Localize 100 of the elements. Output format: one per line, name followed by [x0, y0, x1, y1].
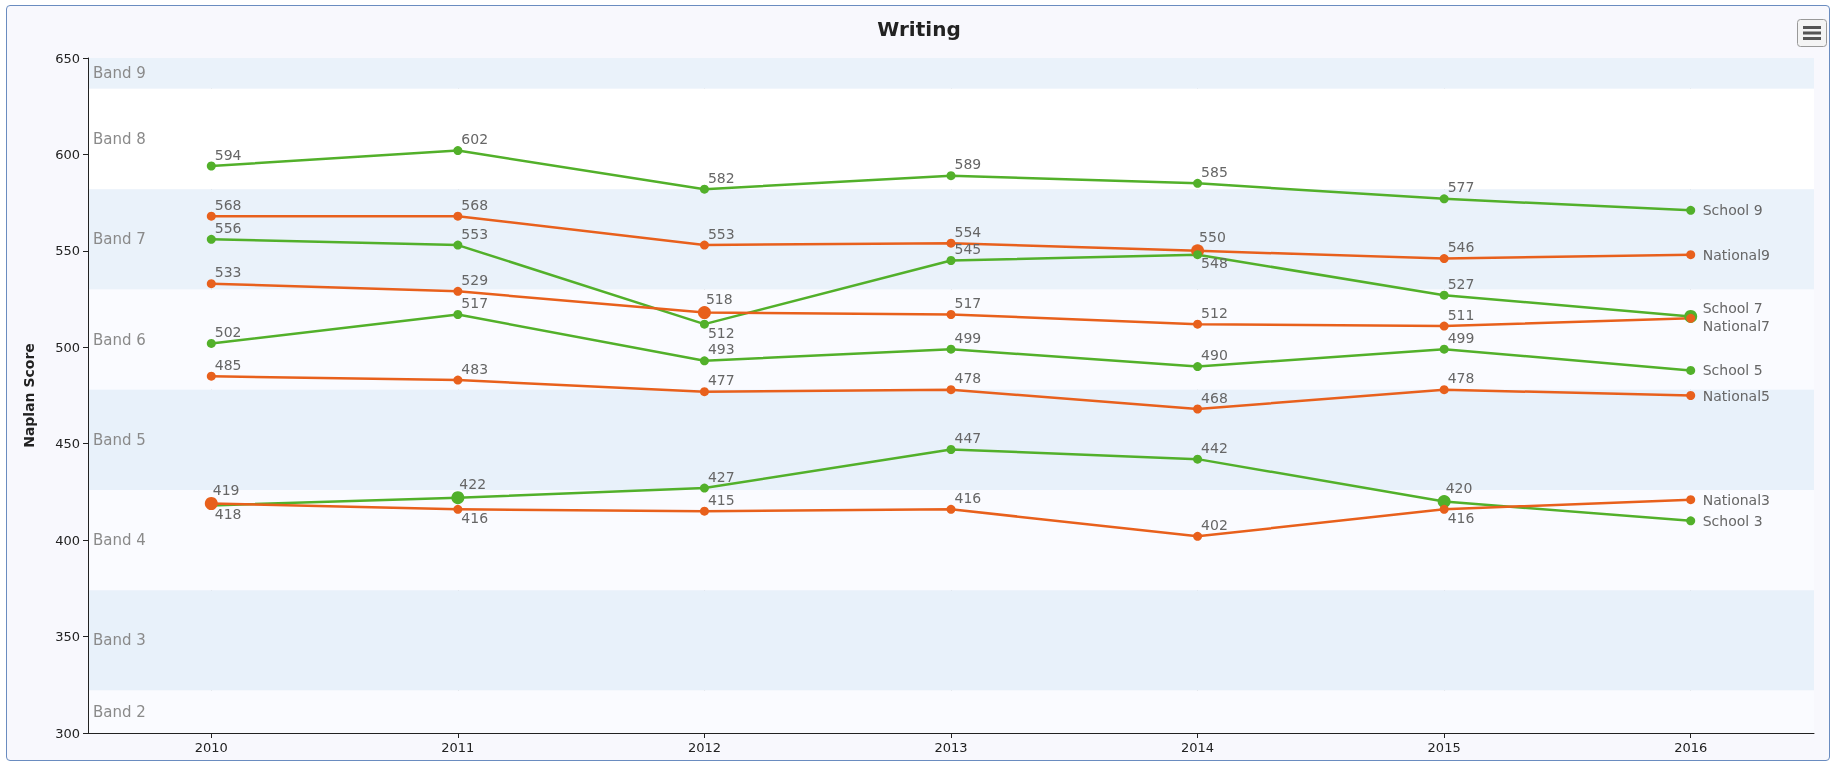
point	[453, 310, 463, 319]
point	[1193, 362, 1203, 372]
band-label: Band 3	[93, 631, 146, 650]
point	[1439, 321, 1449, 331]
data-label: 529	[461, 271, 489, 288]
data-label: 582	[707, 169, 735, 186]
point	[1439, 194, 1449, 204]
data-label: 553	[707, 225, 735, 242]
data-label: 420	[1445, 480, 1473, 497]
point	[1193, 319, 1203, 329]
data-label: 502	[214, 323, 242, 340]
data-label: 585	[1201, 163, 1228, 180]
data-label: 527	[1447, 275, 1475, 292]
series-label: School 3	[1702, 512, 1763, 529]
point	[946, 344, 956, 354]
x-tick-label: 2012	[687, 740, 721, 755]
data-label: 416	[461, 509, 489, 526]
band-label: Band 4	[93, 531, 146, 550]
x-tick-label: 2011	[441, 740, 475, 755]
data-label: 568	[461, 196, 489, 213]
series-label: School 5	[1702, 362, 1763, 379]
y-tick-label: 650	[55, 50, 80, 66]
data-label: 594	[214, 146, 242, 163]
data-label: 490	[1201, 347, 1228, 364]
y-tick-label: 300	[55, 725, 80, 741]
y-tick-label: 350	[55, 629, 80, 645]
point	[453, 146, 463, 156]
data-label: 512	[707, 324, 735, 341]
series-label: National5	[1702, 387, 1770, 404]
x-tick-label: 2015	[1427, 740, 1461, 755]
point	[946, 238, 956, 248]
y-tick-label: 600	[55, 146, 80, 162]
data-label: 447	[954, 430, 982, 446]
band-label: Band 5	[93, 430, 146, 449]
band-label: Band 6	[93, 330, 146, 349]
point	[206, 211, 216, 221]
band-label: Band 9	[93, 64, 146, 83]
series-label: National3	[1702, 491, 1770, 508]
data-label: 546	[1447, 239, 1475, 256]
data-label: 602	[461, 131, 489, 148]
band-label: Band 7	[93, 230, 146, 249]
data-label: 553	[461, 225, 489, 242]
y-axis-title: Naplan Score	[21, 343, 37, 448]
data-label: 402	[1201, 516, 1228, 533]
series-label: National7	[1702, 318, 1770, 335]
data-label: 568	[214, 196, 242, 213]
data-label: 416	[1447, 509, 1475, 526]
point	[1193, 454, 1203, 464]
point	[946, 256, 956, 265]
point	[1686, 313, 1696, 323]
point	[1193, 250, 1203, 260]
data-label: 419	[212, 482, 240, 498]
data-label: 442	[1201, 439, 1228, 456]
point	[206, 371, 216, 381]
point	[1686, 391, 1696, 400]
data-label: 589	[954, 156, 982, 173]
x-tick-label: 2014	[1181, 740, 1215, 755]
data-label: 483	[461, 360, 489, 377]
data-label: 556	[214, 219, 242, 236]
data-label: 545	[954, 241, 982, 257]
point	[453, 286, 463, 296]
point	[1686, 495, 1696, 505]
y-tick-label: 400	[55, 532, 80, 548]
point	[946, 385, 956, 395]
data-label: 485	[214, 356, 242, 373]
data-label: 468	[1201, 389, 1228, 406]
data-label: 415	[707, 491, 735, 508]
data-label: 477	[707, 372, 735, 389]
point	[206, 234, 216, 244]
point	[453, 504, 463, 514]
data-label: 517	[461, 295, 489, 311]
point	[453, 240, 463, 250]
point	[453, 375, 463, 385]
data-label: 554	[954, 223, 982, 240]
point	[946, 504, 956, 514]
data-label: 512	[1201, 304, 1228, 321]
data-label: 416	[954, 489, 982, 506]
point	[1193, 531, 1203, 541]
series-label: National9	[1702, 246, 1770, 263]
data-label: 418	[214, 505, 242, 522]
x-tick-label: 2010	[194, 740, 228, 755]
data-label: 493	[707, 341, 735, 358]
y-tick-label: 500	[55, 339, 80, 355]
band-label: Band 2	[93, 702, 146, 721]
point	[699, 319, 709, 329]
point	[206, 279, 216, 289]
data-label: 499	[1447, 329, 1475, 346]
data-label: 550	[1199, 229, 1226, 246]
data-label: 478	[954, 370, 982, 387]
data-label: 548	[1201, 255, 1228, 272]
point	[1439, 385, 1449, 395]
point	[946, 445, 956, 454]
point	[1686, 250, 1696, 260]
point	[699, 483, 709, 493]
point	[206, 338, 216, 348]
x-tick-label: 2016	[1674, 740, 1708, 755]
y-tick-label: 450	[55, 436, 80, 452]
data-label: 511	[1447, 306, 1475, 323]
x-tick-label: 2013	[934, 740, 968, 755]
point	[1193, 178, 1203, 188]
